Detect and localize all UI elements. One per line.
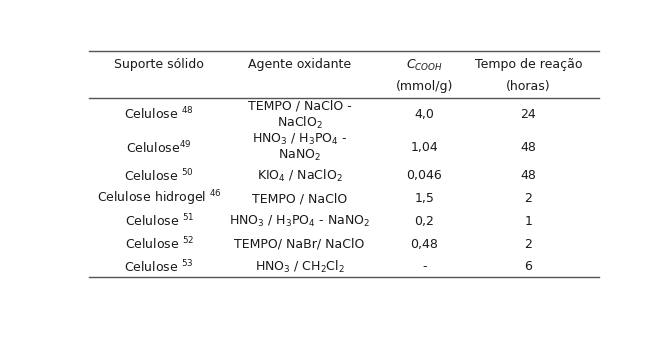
- Text: Agente oxidante: Agente oxidante: [248, 58, 351, 71]
- Text: (mmol/g): (mmol/g): [396, 81, 453, 93]
- Text: $C_{COOH}$: $C_{COOH}$: [406, 58, 443, 73]
- Text: Celulose $^{51}$: Celulose $^{51}$: [125, 213, 194, 230]
- Text: 1,5: 1,5: [415, 192, 434, 205]
- Text: Celulose $^{53}$: Celulose $^{53}$: [124, 259, 194, 275]
- Text: Celulose $^{48}$: Celulose $^{48}$: [124, 106, 194, 123]
- Text: KIO$_4$ / NaClO$_2$: KIO$_4$ / NaClO$_2$: [257, 168, 342, 184]
- Text: 4,0: 4,0: [415, 108, 434, 121]
- Text: 1: 1: [525, 215, 532, 228]
- Text: Tempo de reação: Tempo de reação: [475, 58, 582, 71]
- Text: 6: 6: [525, 260, 532, 273]
- Text: NaClO$_2$: NaClO$_2$: [277, 115, 323, 130]
- Text: Celulose hidrogel $^{46}$: Celulose hidrogel $^{46}$: [97, 189, 222, 209]
- Text: (horas): (horas): [506, 81, 551, 93]
- Text: TEMPO / NaClO: TEMPO / NaClO: [252, 192, 348, 205]
- Text: Celulose $^{50}$: Celulose $^{50}$: [124, 168, 194, 184]
- Text: HNO$_3$ / CH$_2$Cl$_2$: HNO$_3$ / CH$_2$Cl$_2$: [255, 259, 345, 275]
- Text: NaNO$_2$: NaNO$_2$: [278, 148, 321, 163]
- Text: -: -: [422, 260, 427, 273]
- Text: 2: 2: [525, 238, 532, 251]
- Text: HNO$_3$ / H$_3$PO$_4$ -: HNO$_3$ / H$_3$PO$_4$ -: [252, 132, 348, 147]
- Text: Celulose$^{49}$: Celulose$^{49}$: [126, 139, 192, 156]
- Text: 48: 48: [521, 141, 536, 154]
- Text: 24: 24: [521, 108, 536, 121]
- Text: 48: 48: [521, 169, 536, 183]
- Text: TEMPO / NaClO -: TEMPO / NaClO -: [248, 100, 352, 113]
- Text: 0,2: 0,2: [415, 215, 434, 228]
- Text: TEMPO/ NaBr/ NaClO: TEMPO/ NaBr/ NaClO: [234, 238, 365, 251]
- Text: HNO$_3$ / H$_3$PO$_4$ - NaNO$_2$: HNO$_3$ / H$_3$PO$_4$ - NaNO$_2$: [229, 214, 370, 229]
- Text: 1,04: 1,04: [411, 141, 438, 154]
- Text: 0,48: 0,48: [411, 238, 438, 251]
- Text: Suporte sólido: Suporte sólido: [114, 58, 204, 71]
- Text: 2: 2: [525, 192, 532, 205]
- Text: 0,046: 0,046: [407, 169, 442, 183]
- Text: Celulose $^{52}$: Celulose $^{52}$: [125, 236, 194, 252]
